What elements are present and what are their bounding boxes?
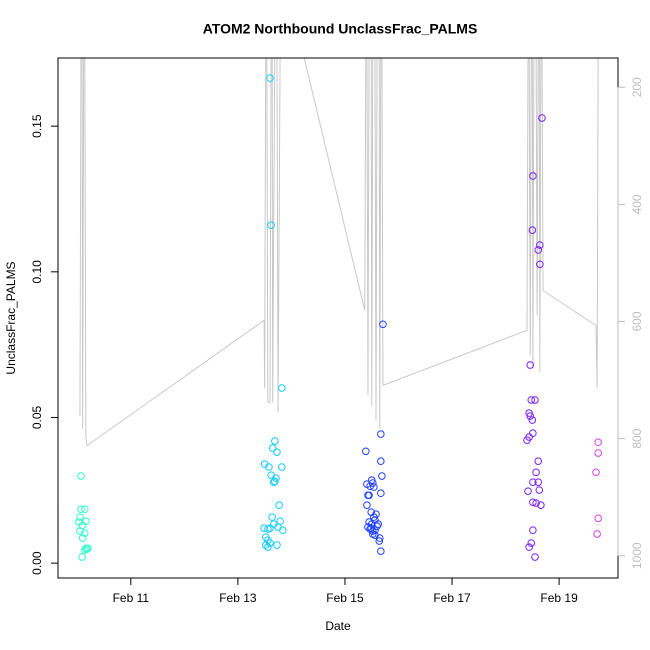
data-point [277, 463, 286, 471]
x-tick-label: Feb 17 [433, 591, 471, 605]
x-tick-label: Feb 15 [326, 591, 364, 605]
data-point [529, 498, 537, 507]
data-point [532, 468, 540, 477]
data-point [535, 486, 544, 494]
data-point [529, 172, 537, 180]
data-point [526, 412, 534, 420]
data-point [83, 545, 91, 553]
data-point [77, 472, 85, 480]
data-point [273, 541, 281, 549]
data-point [377, 489, 385, 498]
data-point [76, 513, 84, 521]
data-point [531, 553, 539, 561]
y-tick-label: 0.05 [30, 405, 44, 429]
data-point [275, 501, 283, 509]
y2-tick-label: 200 [630, 77, 644, 97]
data-point [273, 448, 281, 456]
line-layer [79, 58, 599, 447]
data-point [534, 478, 543, 486]
data-point [271, 477, 279, 486]
data-point [269, 478, 278, 486]
y-tick-label: 0.00 [30, 551, 44, 575]
data-point [78, 534, 87, 542]
data-point [538, 114, 546, 122]
data-point [271, 437, 279, 445]
data-point [534, 457, 543, 465]
data-point [534, 246, 543, 254]
data-point [378, 472, 386, 480]
data-point [370, 483, 378, 491]
data-point [362, 447, 370, 456]
data-point [80, 505, 89, 514]
data-point [524, 487, 532, 495]
data-point [277, 384, 286, 392]
data-point [594, 438, 602, 447]
data-point [266, 524, 274, 532]
x-axis-label: Date [325, 619, 351, 633]
data-point [528, 416, 537, 424]
data-point [536, 260, 544, 269]
data-point [592, 468, 600, 477]
data-point [365, 491, 373, 500]
data-point [529, 478, 537, 486]
data-point [593, 530, 601, 538]
data-point [279, 526, 287, 535]
data-point [375, 537, 384, 545]
data-point [379, 320, 387, 329]
data-point [260, 524, 268, 532]
data-point [266, 539, 274, 547]
y2-tick-label: 1000 [630, 542, 644, 569]
y-tick-label: 0.10 [30, 260, 44, 284]
data-point [536, 241, 544, 249]
x-tick-label: Feb 11 [113, 591, 150, 605]
data-point [265, 463, 273, 471]
x-tick-label: Feb 13 [219, 591, 257, 605]
data-point [537, 501, 545, 509]
data-point [364, 523, 372, 531]
data-point [261, 541, 270, 549]
data-point [77, 505, 85, 514]
data-point [82, 544, 90, 553]
data-point [267, 221, 275, 230]
y2-tick-label: 400 [630, 194, 644, 214]
data-point [272, 474, 280, 482]
data-point [377, 457, 385, 465]
data-point [529, 526, 537, 535]
data-point [525, 543, 533, 551]
data-point [523, 436, 531, 445]
data-point [532, 499, 540, 507]
pressure-line [79, 58, 599, 447]
data-point [526, 361, 534, 369]
y2-tick-label: 600 [630, 311, 644, 331]
data-point [268, 444, 277, 452]
data-point [266, 74, 274, 82]
y2-tick-label: 800 [630, 428, 644, 448]
data-point [594, 449, 602, 457]
y-tick-label: 0.15 [30, 114, 44, 138]
data-point [264, 543, 272, 551]
data-point [528, 226, 537, 234]
data-point [527, 539, 536, 547]
data-point [78, 553, 86, 561]
x-tick-label: Feb 19 [540, 591, 578, 605]
data-point [363, 501, 371, 509]
data-point [371, 526, 379, 535]
data-point [368, 530, 377, 538]
data-point [377, 430, 385, 438]
data-point [377, 547, 385, 555]
data-point [363, 480, 371, 488]
data-point [80, 529, 89, 537]
data-point [527, 396, 536, 404]
data-point [531, 396, 539, 404]
y-axis-label: UnclassFrac_PALMS [4, 261, 18, 374]
data-point [268, 513, 276, 521]
data-point [76, 527, 84, 535]
data-point [594, 514, 602, 523]
chart-title: ATOM2 Northbound UnclassFrac_PALMS [203, 21, 478, 37]
